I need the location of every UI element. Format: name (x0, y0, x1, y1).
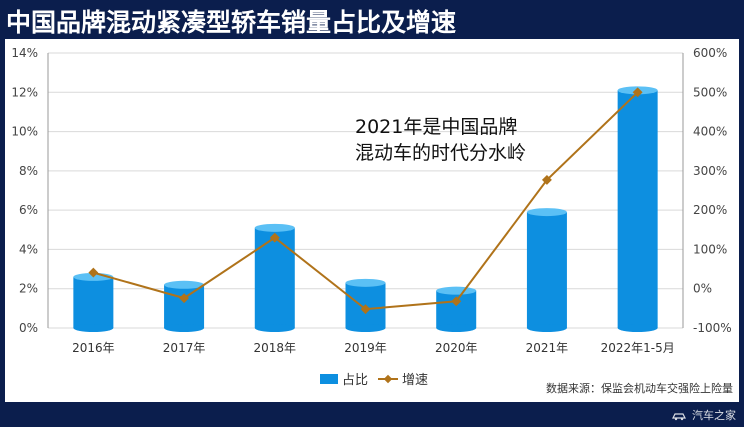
y-right-tick-label: -100% (693, 321, 732, 335)
y-left-tick-label: 14% (11, 46, 38, 60)
annotation-text: 2021年是中国品牌 (355, 116, 517, 138)
y-left-tick-label: 2% (19, 282, 38, 296)
x-tick-label: 2020年 (435, 341, 478, 355)
legend-line-marker (383, 374, 393, 384)
growth-point (179, 293, 190, 304)
growth-point (360, 304, 371, 315)
growth-point (541, 174, 552, 185)
bar-base (345, 324, 386, 332)
y-right-tick-label: 500% (693, 85, 727, 99)
bar-base (436, 324, 477, 332)
y-left-tick-label: 0% (19, 321, 38, 335)
growth-point (451, 296, 462, 307)
x-tick-label: 2017年 (163, 341, 206, 355)
bar (73, 276, 114, 328)
y-left-tick-label: 8% (19, 164, 38, 178)
y-right-tick-label: 400% (693, 125, 727, 139)
car-logo-icon (671, 413, 686, 421)
bar-base (164, 324, 205, 332)
bar (436, 290, 477, 328)
y-left-tick-label: 10% (11, 125, 38, 139)
bar (254, 227, 295, 328)
legend-line-label: 增速 (402, 373, 428, 388)
x-tick-label: 2019年 (344, 341, 387, 355)
bar-cap (164, 280, 205, 289)
x-tick-label: 2018年 (254, 341, 297, 355)
annotation-text: 混动车的时代分水岭 (355, 142, 526, 164)
bar (617, 90, 658, 328)
bar-cap (254, 223, 295, 232)
bar-base (526, 324, 567, 332)
growth-point (269, 232, 280, 243)
source-note: 数据来源：保监会机动车交强险上险量 (546, 381, 733, 395)
watermark: 汽车之家 (671, 407, 736, 423)
y-right-tick-label: 600% (693, 46, 727, 60)
legend-bar-label: 占比 (342, 373, 368, 388)
growth-point (632, 87, 643, 98)
y-left-tick-label: 12% (11, 85, 38, 99)
y-right-tick-label: 0% (693, 282, 712, 296)
y-left-tick-label: 4% (19, 242, 38, 256)
bar-base (617, 324, 658, 332)
bar (526, 212, 567, 328)
watermark-text: 汽车之家 (692, 409, 736, 422)
bar-cap (345, 278, 386, 287)
bar (164, 284, 205, 328)
chart-panel (5, 39, 739, 402)
x-tick-label: 2016年 (72, 341, 115, 355)
y-right-tick-label: 200% (693, 203, 727, 217)
y-left-tick-label: 6% (19, 203, 38, 217)
y-right-tick-label: 300% (693, 164, 727, 178)
combo-chart: 0% 2% 4% 6% 8% 10% 12% 14% -100% 0% 100% 200% 300% 40… (11, 46, 733, 395)
bar-base (73, 324, 114, 332)
page-title: 中国品牌混动紧凑型轿车销量占比及增速 (6, 8, 457, 37)
legend-bar-swatch (320, 374, 338, 384)
x-tick-label: 2021年 (526, 341, 569, 355)
bar-cap (436, 286, 477, 295)
x-tick-label: 2022年1-5月 (601, 341, 675, 355)
footer-band (0, 402, 744, 427)
bar-base (254, 324, 295, 332)
bar-cap (526, 208, 567, 217)
y-right-tick-label: 100% (693, 242, 727, 256)
